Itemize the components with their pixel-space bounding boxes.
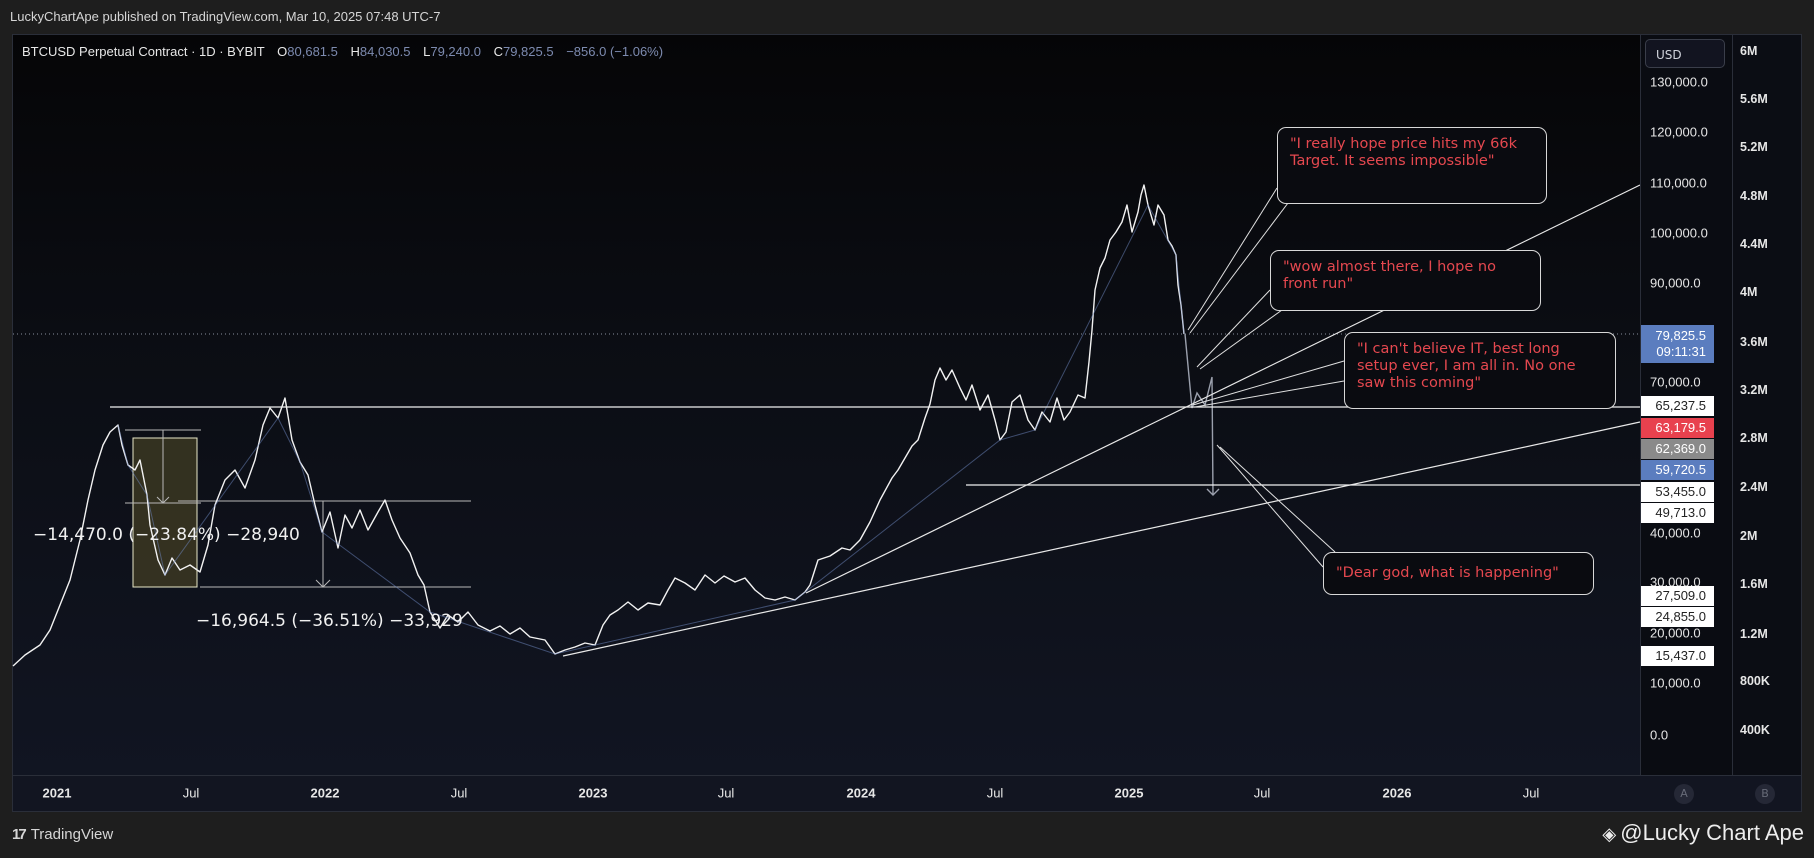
current-price-label: 79,825.5 09:11:31 <box>1641 325 1714 363</box>
callout-best-long-setup[interactable]: "I can't believe IT, best long setup eve… <box>1344 332 1616 409</box>
callout-66k-target[interactable]: "I really hope price hits my 66k Target.… <box>1277 127 1547 204</box>
time-tick: Jul <box>986 785 1004 801</box>
price-tick: 0.0 <box>1650 727 1669 743</box>
tradingview-logo[interactable]: 17 TradingView <box>12 826 113 843</box>
volume-tick: 2.8M <box>1740 431 1768 445</box>
time-tick: Jul <box>182 785 200 801</box>
current-price-value: 79,825.5 <box>1655 328 1706 343</box>
volume-axis[interactable] <box>1732 35 1801 775</box>
volume-tick: 1.6M <box>1740 577 1768 591</box>
publish-bar: LuckyChartApe published on TradingView.c… <box>0 0 1814 34</box>
price-tick: 120,000.0 <box>1650 124 1708 140</box>
volume-tick: 5.2M <box>1740 140 1768 154</box>
price-series <box>12 184 1185 667</box>
price-tick: 100,000.0 <box>1650 225 1708 241</box>
open-label: O <box>277 44 288 59</box>
volume-tick: 3.2M <box>1740 383 1768 397</box>
volume-tick: 2.4M <box>1740 480 1768 494</box>
change-value: −856.0 (−1.06%) <box>566 44 664 59</box>
price-tick: 70,000.0 <box>1650 374 1701 390</box>
time-tick: Jul <box>1522 785 1540 801</box>
volume-tick: 5.6M <box>1740 92 1768 106</box>
symbol-name[interactable]: BTCUSD Perpetual Contract · 1D · BYBIT <box>22 44 265 59</box>
price-label-65237: 65,237.5 <box>1641 396 1714 416</box>
high-value: 84,030.5 <box>359 44 411 59</box>
price-tick: 20,000.0 <box>1650 625 1701 641</box>
close-label: C <box>493 44 503 59</box>
price-label-27509: 27,509.0 <box>1641 586 1714 606</box>
auto-scale-button[interactable]: A <box>1674 784 1694 804</box>
price-tick: 30,000.0 <box>1650 574 1701 590</box>
trendline-lower <box>562 421 1641 657</box>
volume-tick: 4.4M <box>1740 237 1768 251</box>
date-range-box <box>132 437 198 588</box>
time-tick: Jul <box>717 785 735 801</box>
callout-almost-there[interactable]: "wow almost there, I hope no front run" <box>1270 250 1541 311</box>
currency-button[interactable]: USD <box>1645 39 1725 68</box>
time-tick: 2023 <box>578 785 608 801</box>
price-label-gray: 62,369.0 <box>1641 439 1714 459</box>
time-tick: 2024 <box>846 785 876 801</box>
price-label-alert: 63,179.5 <box>1641 418 1714 438</box>
price-tick: 90,000.0 <box>1650 275 1701 291</box>
tradingview-mark-icon: 17 <box>12 826 27 843</box>
price-label-blue: 59,720.5 <box>1641 460 1714 480</box>
time-tick: 2021 <box>42 785 72 801</box>
callout-dear-god[interactable]: "Dear god, what is happening" <box>1323 552 1594 595</box>
volume-tick: 6M <box>1740 44 1758 58</box>
time-tick: Jul <box>1253 785 1271 801</box>
time-axis[interactable] <box>13 775 1801 811</box>
tradingview-wordmark: TradingView <box>30 826 114 843</box>
volume-tick: 2M <box>1740 529 1758 543</box>
volume-tick: 4M <box>1740 285 1758 299</box>
price-tick: 130,000.0 <box>1650 74 1708 90</box>
time-tick: Jul <box>450 785 468 801</box>
low-value: 79,240.0 <box>430 44 481 59</box>
price-tick: 10,000.0 <box>1650 675 1701 691</box>
high-label: H <box>350 44 360 59</box>
bar-countdown: 09:11:31 <box>1656 344 1706 359</box>
price-label-49713: 49,713.0 <box>1641 503 1714 523</box>
open-value: 80,681.5 <box>287 44 338 59</box>
price-label-24855: 24,855.0 <box>1641 607 1714 627</box>
watermark-text: @Lucky Chart Ape <box>1620 820 1804 845</box>
volume-tick: 4.8M <box>1740 189 1768 203</box>
volume-tick: 3.6M <box>1740 335 1768 349</box>
symbol-legend[interactable]: BTCUSD Perpetual Contract · 1D · BYBIT O… <box>22 44 663 59</box>
projection-path <box>1184 333 1214 496</box>
author-watermark: ◈ @Lucky Chart Ape <box>1602 820 1804 846</box>
time-tick: 2026 <box>1382 785 1412 801</box>
close-value: 79,825.5 <box>502 44 554 59</box>
scale-b-button[interactable]: B <box>1755 784 1775 804</box>
time-tick: 2022 <box>310 785 340 801</box>
low-label: L <box>423 44 431 59</box>
measurement-label-2: −16,964.5 (−36.51%) −33,929 <box>196 611 463 631</box>
measurement-label-1: −14,470.0 (−23.84%) −28,940 <box>33 525 300 545</box>
volume-tick: 800K <box>1740 674 1770 688</box>
price-tick: 40,000.0 <box>1650 525 1701 541</box>
price-label-53455: 53,455.0 <box>1641 482 1714 502</box>
binance-diamond-icon: ◈ <box>1602 824 1617 844</box>
publish-info: LuckyChartApe published on TradingView.c… <box>10 9 441 24</box>
price-tick: 110,000.0 <box>1650 175 1707 191</box>
volume-tick: 1.2M <box>1740 627 1768 641</box>
volume-tick: 400K <box>1740 723 1770 737</box>
price-label-15437: 15,437.0 <box>1641 646 1714 666</box>
time-tick: 2025 <box>1114 785 1144 801</box>
